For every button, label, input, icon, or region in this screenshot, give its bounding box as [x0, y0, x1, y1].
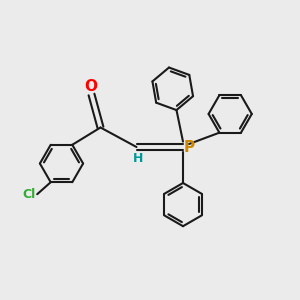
Text: Cl: Cl [22, 188, 35, 201]
Text: O: O [84, 79, 98, 94]
Text: H: H [133, 152, 143, 165]
Text: P: P [184, 140, 195, 154]
